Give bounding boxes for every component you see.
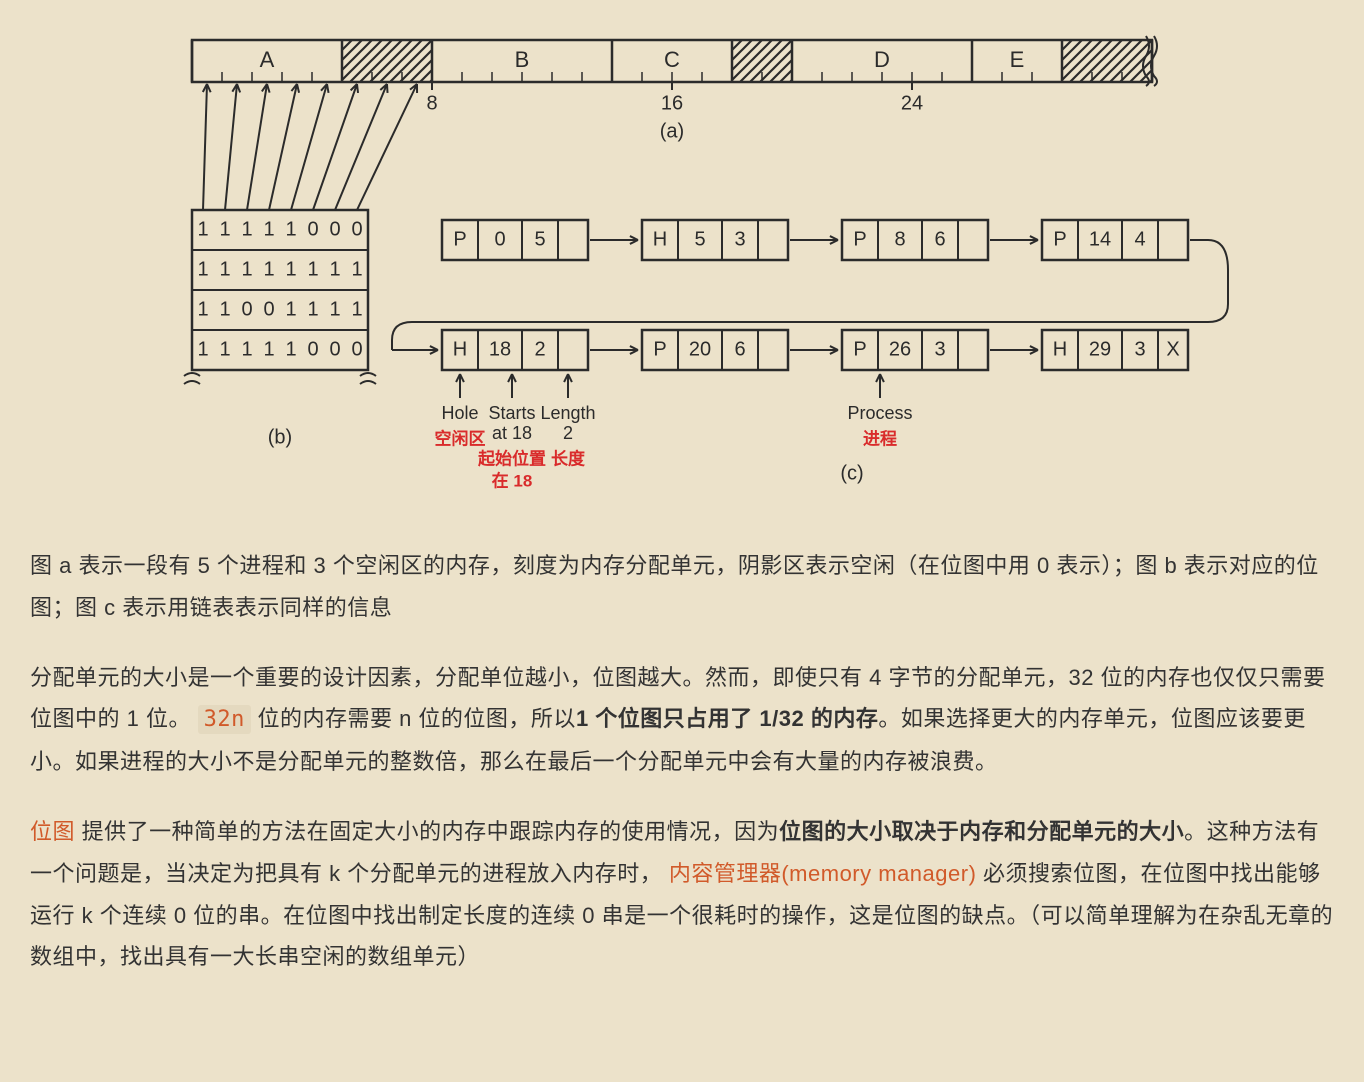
svg-text:(c): (c) xyxy=(840,462,863,484)
svg-text:1: 1 xyxy=(329,258,340,280)
svg-text:14: 14 xyxy=(1089,228,1111,250)
svg-text:1: 1 xyxy=(197,298,208,320)
svg-text:1: 1 xyxy=(219,218,230,240)
svg-text:6: 6 xyxy=(734,338,745,360)
caption-paragraph: 图 a 表示一段有 5 个进程和 3 个空闲区的内存，刻度为内存分配单元，阴影区… xyxy=(30,545,1334,629)
svg-text:E: E xyxy=(1010,47,1025,72)
svg-text:2: 2 xyxy=(563,423,573,443)
svg-text:1: 1 xyxy=(263,338,274,360)
svg-text:(b): (b) xyxy=(268,426,292,448)
svg-text:1: 1 xyxy=(285,338,296,360)
svg-text:1: 1 xyxy=(351,258,362,280)
svg-text:Process: Process xyxy=(847,403,912,423)
svg-text:3: 3 xyxy=(1134,338,1145,360)
svg-text:Hole: Hole xyxy=(441,403,478,423)
svg-text:Length: Length xyxy=(540,403,595,423)
svg-text:3: 3 xyxy=(734,228,745,250)
svg-text:H: H xyxy=(1053,338,1067,360)
svg-text:P: P xyxy=(453,228,466,250)
svg-text:0: 0 xyxy=(263,298,274,320)
svg-text:空闲区: 空闲区 xyxy=(435,428,486,448)
svg-text:18: 18 xyxy=(489,338,511,360)
svg-text:5: 5 xyxy=(534,228,545,250)
paragraph-3: 位图 提供了一种简单的方法在固定大小的内存中跟踪内存的使用情况，因为位图的大小取… xyxy=(30,811,1334,978)
svg-text:0: 0 xyxy=(329,338,340,360)
svg-text:进程: 进程 xyxy=(863,429,897,448)
svg-text:1: 1 xyxy=(241,258,252,280)
svg-text:6: 6 xyxy=(934,228,945,250)
keyword-bitmap: 位图 xyxy=(30,819,75,844)
svg-text:16: 16 xyxy=(661,92,683,114)
inline-code: 32n xyxy=(198,705,251,734)
svg-text:29: 29 xyxy=(1089,338,1111,360)
svg-text:1: 1 xyxy=(197,218,208,240)
svg-text:0: 0 xyxy=(351,338,362,360)
svg-text:X: X xyxy=(1166,338,1179,360)
svg-text:1: 1 xyxy=(263,258,274,280)
svg-text:0: 0 xyxy=(307,338,318,360)
svg-text:0: 0 xyxy=(241,298,252,320)
svg-text:24: 24 xyxy=(901,92,923,114)
svg-text:1: 1 xyxy=(219,338,230,360)
svg-text:8: 8 xyxy=(894,228,905,250)
svg-text:1: 1 xyxy=(219,258,230,280)
svg-text:1: 1 xyxy=(329,298,340,320)
svg-text:0: 0 xyxy=(307,218,318,240)
svg-text:长度: 长度 xyxy=(551,448,586,468)
svg-text:P: P xyxy=(853,338,866,360)
svg-text:P: P xyxy=(653,338,666,360)
svg-text:at 18: at 18 xyxy=(492,423,532,443)
keyword-memory-manager: 内容管理器(memory manager) xyxy=(669,861,977,886)
svg-text:1: 1 xyxy=(263,218,274,240)
svg-text:2: 2 xyxy=(534,338,545,360)
svg-text:C: C xyxy=(664,47,680,72)
svg-text:P: P xyxy=(1053,228,1066,250)
svg-text:1: 1 xyxy=(285,298,296,320)
svg-text:1: 1 xyxy=(307,298,318,320)
svg-text:1: 1 xyxy=(351,298,362,320)
svg-text:0: 0 xyxy=(494,228,505,250)
svg-text:1: 1 xyxy=(285,258,296,280)
svg-text:起始位置: 起始位置 xyxy=(477,448,546,468)
svg-text:1: 1 xyxy=(197,338,208,360)
svg-text:B: B xyxy=(515,47,530,72)
svg-text:20: 20 xyxy=(689,338,711,360)
svg-text:P: P xyxy=(853,228,866,250)
memory-diagram: ABCDE81624(a)111110001111111111001111111… xyxy=(132,30,1232,520)
svg-text:26: 26 xyxy=(889,338,911,360)
svg-text:0: 0 xyxy=(351,218,362,240)
svg-text:1: 1 xyxy=(241,218,252,240)
svg-text:1: 1 xyxy=(285,218,296,240)
svg-text:Starts: Starts xyxy=(488,403,535,423)
svg-text:3: 3 xyxy=(934,338,945,360)
svg-text:8: 8 xyxy=(426,92,437,114)
svg-text:H: H xyxy=(453,338,467,360)
svg-text:H: H xyxy=(653,228,667,250)
svg-text:1: 1 xyxy=(219,298,230,320)
svg-text:1: 1 xyxy=(197,258,208,280)
svg-text:5: 5 xyxy=(694,228,705,250)
paragraph-2: 分配单元的大小是一个重要的设计因素，分配单位越小，位图越大。然而，即使只有 4 … xyxy=(30,657,1334,783)
svg-text:0: 0 xyxy=(329,218,340,240)
svg-text:4: 4 xyxy=(1134,228,1145,250)
svg-text:(a): (a) xyxy=(660,120,684,142)
svg-text:A: A xyxy=(260,47,275,72)
svg-text:1: 1 xyxy=(241,338,252,360)
svg-text:在 18: 在 18 xyxy=(492,470,533,490)
svg-text:D: D xyxy=(874,47,890,72)
svg-text:1: 1 xyxy=(307,258,318,280)
